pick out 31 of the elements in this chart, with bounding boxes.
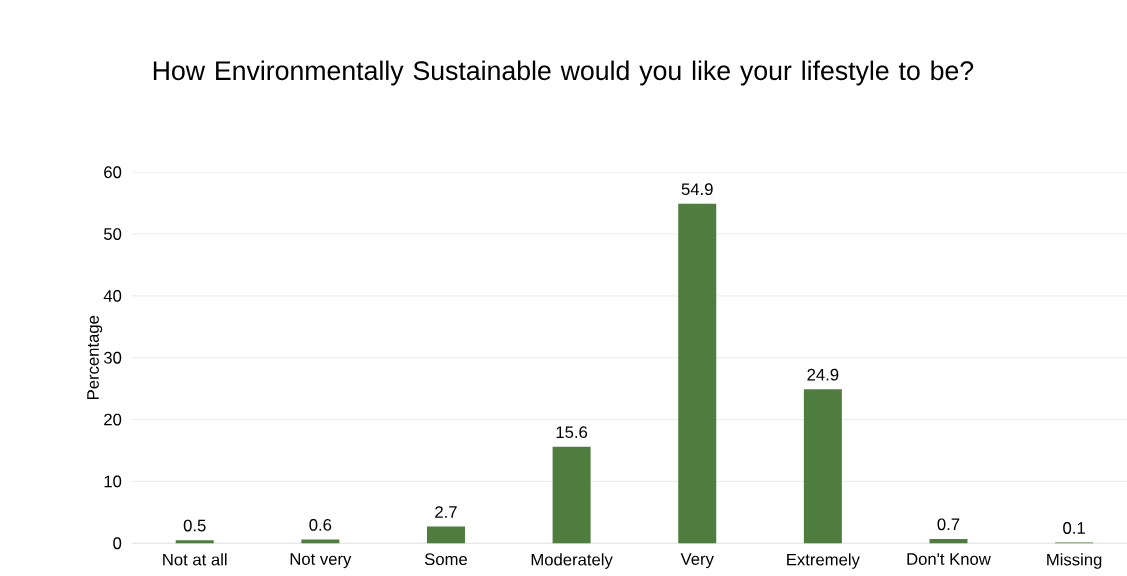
bar — [175, 540, 214, 544]
y-tick-label: 60 — [104, 166, 122, 179]
x-tick-label: Not at all — [163, 553, 227, 566]
y-tick-label: 40 — [103, 290, 122, 302]
y-tick-label: 10 — [104, 475, 122, 488]
x-tick-label: Not very — [290, 553, 352, 569]
bar — [929, 538, 968, 544]
x-tick-label: Don't Know — [907, 553, 991, 565]
data-label: 15.6 — [556, 426, 588, 439]
bar — [426, 526, 465, 544]
data-label: 2.7 — [435, 506, 457, 518]
x-tick-label: Moderately — [531, 553, 613, 569]
x-tick-label: Very — [680, 553, 714, 569]
x-tick-label: Extremely — [787, 553, 860, 569]
data-label: 0.1 — [1063, 522, 1085, 534]
data-label: 0.6 — [309, 519, 332, 531]
y-axis-title: Percentage — [87, 315, 103, 399]
bar — [552, 446, 591, 544]
y-tick-label: 0 — [113, 537, 122, 550]
bar — [803, 389, 842, 544]
data-label: 24.9 — [807, 368, 839, 381]
data-label: 54.9 — [681, 183, 713, 196]
bar — [678, 203, 717, 544]
x-tick-label: Missing — [1047, 553, 1102, 569]
y-tick-label: 20 — [104, 413, 122, 426]
y-tick-label: 50 — [104, 228, 122, 240]
data-label: 0.7 — [937, 518, 960, 531]
y-tick-label: 30 — [103, 351, 122, 364]
chart-title: How Environmentally Sustainable would you like your lifestyle to be? — [153, 60, 974, 86]
data-label: 0.5 — [183, 519, 206, 532]
x-tick-label: Some — [424, 553, 467, 566]
